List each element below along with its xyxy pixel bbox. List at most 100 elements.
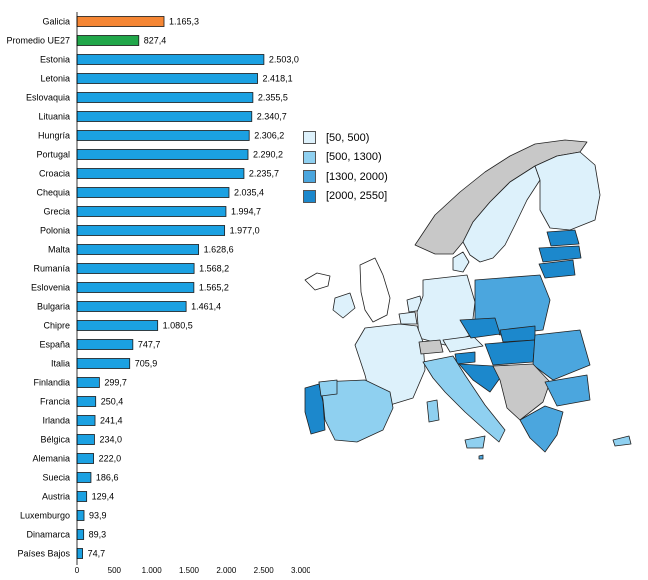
- bar: [76, 396, 97, 407]
- map-region-austria: [442, 335, 484, 353]
- bar: [76, 54, 265, 65]
- value-label: 2.035,4: [234, 188, 264, 198]
- value-label: 1.461,4: [191, 302, 221, 312]
- category-label: Grecia: [43, 207, 70, 217]
- x-tick-label: 3.000: [291, 566, 310, 575]
- category-label: Portugal: [36, 150, 70, 160]
- value-label: 234,0: [99, 435, 122, 445]
- value-label: 93,9: [89, 511, 107, 521]
- bar: [76, 244, 200, 255]
- category-label: Eslovenia: [31, 283, 70, 293]
- bar: [76, 282, 195, 293]
- value-label: 2.306,2: [254, 131, 284, 141]
- value-label: 1.977,0: [230, 226, 260, 236]
- category-label: Chequia: [36, 188, 70, 198]
- value-label: 747,7: [138, 340, 161, 350]
- value-label: 222,0: [99, 454, 122, 464]
- category-label: Bélgica: [40, 435, 70, 445]
- category-label: Letonia: [40, 74, 70, 84]
- europe-map: [304, 139, 632, 460]
- value-label: 74,7: [88, 549, 106, 559]
- map-region-cyprus: [612, 435, 632, 447]
- bar: [76, 225, 226, 236]
- category-label: Rumanía: [33, 264, 70, 274]
- map-region-denmark: [452, 251, 470, 273]
- map-region-lithuania: [538, 259, 576, 279]
- map-region-ireland: [332, 292, 356, 319]
- category-label: Italia: [51, 359, 70, 369]
- value-label: 2.503,0: [269, 55, 299, 65]
- value-label: 250,4: [101, 397, 124, 407]
- map-region-malta: [478, 454, 484, 460]
- value-label: 2.235,7: [249, 169, 279, 179]
- map-region-sicily: [464, 435, 486, 449]
- x-tick-label: 2.500: [254, 566, 275, 575]
- map-region-switzerland: [418, 339, 444, 355]
- value-label: 1.565,2: [199, 283, 229, 293]
- x-tick-label: 2.000: [216, 566, 237, 575]
- category-label: Croacia: [39, 169, 70, 179]
- legend-swatch: [303, 131, 316, 145]
- map-region-sardinia: [426, 399, 440, 423]
- value-label: 89,3: [89, 530, 107, 540]
- value-label: 129,4: [92, 492, 115, 502]
- x-tick-label: 500: [108, 566, 122, 575]
- category-label: Austria: [42, 492, 70, 502]
- map-region-balkans: [492, 363, 551, 421]
- bar: [76, 16, 165, 27]
- legend-label: [2000, 2550]: [326, 190, 388, 203]
- category-label: Malta: [48, 245, 70, 255]
- value-label: 827,4: [144, 36, 167, 46]
- x-tick-label: 1.000: [142, 566, 163, 575]
- category-labels: Galicia Promedio UE27 Estonia Letonia Eslova…: [6, 17, 70, 559]
- category-label: Hungría: [38, 131, 70, 141]
- bar: [76, 301, 187, 312]
- legend-item: [2000, 2550]: [303, 187, 388, 207]
- category-label: Suecia: [42, 473, 70, 483]
- map-region-galicia: [318, 379, 338, 397]
- legend-label: [500, 1300): [326, 151, 382, 164]
- category-label: Promedio UE27: [6, 36, 70, 46]
- bar: [76, 73, 258, 84]
- category-label: Galicia: [42, 17, 70, 27]
- bar: [76, 510, 85, 521]
- legend-item: [500, 1300): [303, 148, 388, 168]
- category-label: Finlandia: [33, 378, 70, 388]
- bar: [76, 187, 230, 198]
- value-label: 705,9: [135, 359, 158, 369]
- map-region-slovenia: [454, 351, 476, 365]
- bar: [76, 263, 195, 274]
- map-region-spain: [318, 379, 394, 443]
- bar: [76, 206, 227, 217]
- bar: [76, 320, 159, 331]
- bar: [76, 548, 83, 559]
- legend-item: [50, 500): [303, 128, 388, 148]
- map-region-estonia: [546, 229, 580, 247]
- category-label: Luxemburgo: [20, 511, 70, 521]
- bar: [76, 168, 245, 179]
- value-label: 1.994,7: [231, 207, 261, 217]
- category-label: Eslovaquia: [26, 93, 70, 103]
- value-label: 1.568,2: [199, 264, 229, 274]
- bar: [76, 149, 249, 160]
- x-tick-label: 1.500: [179, 566, 200, 575]
- bar: [76, 358, 131, 369]
- value-label: 1.165,3: [169, 17, 199, 27]
- bar-chart: Galicia Promedio UE27 Estonia Letonia Eslova…: [6, 12, 310, 575]
- value-label: 2.355,5: [258, 93, 288, 103]
- category-label: Estonia: [40, 55, 70, 65]
- map-region-iceland: [304, 272, 331, 291]
- map-region-finland: [534, 151, 601, 231]
- map-region-sweden: [462, 165, 541, 263]
- legend-label: [1300, 2000): [326, 170, 388, 183]
- x-axis-ticks: 0 500 1.000 1.500 2.000 2.500 3.000: [75, 566, 310, 575]
- map-region-czechia: [459, 317, 501, 339]
- map-region-bulgaria: [544, 374, 591, 407]
- value-label: 1.080,5: [163, 321, 193, 331]
- map-region-italy: [422, 355, 506, 443]
- category-label: España: [39, 340, 70, 350]
- legend-swatch: [303, 170, 316, 184]
- map-region-germany: [416, 274, 476, 346]
- bar: [76, 472, 92, 483]
- value-label: 2.418,1: [263, 74, 293, 84]
